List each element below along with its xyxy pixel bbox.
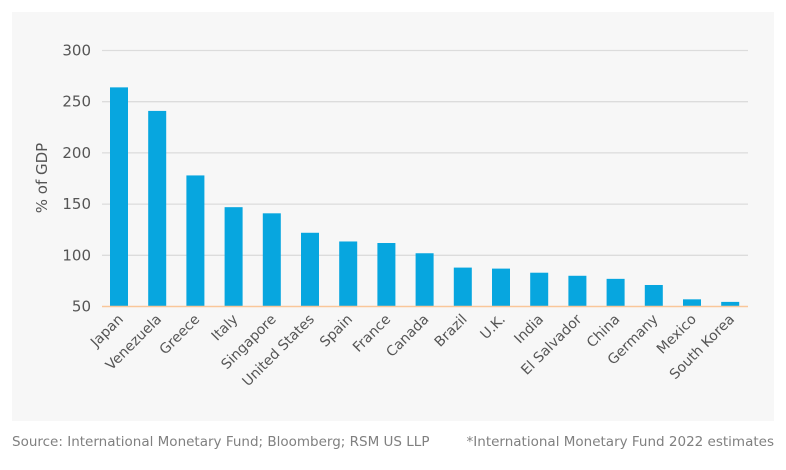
chart-panel — [12, 12, 774, 421]
bar — [415, 253, 434, 307]
y-tick-label: 300 — [62, 42, 91, 60]
bar — [186, 175, 205, 307]
bar — [721, 301, 740, 307]
bar — [110, 87, 128, 307]
bar — [377, 243, 396, 307]
estimates-note: *International Monetary Fund 2022 estima… — [467, 434, 774, 450]
bar — [301, 232, 319, 307]
bars — [110, 87, 740, 307]
bar — [644, 284, 663, 307]
bar — [530, 272, 549, 307]
bar — [492, 268, 510, 307]
y-tick-label: 150 — [62, 195, 91, 213]
y-axis-label: % of GDP — [33, 143, 51, 213]
bar — [262, 213, 281, 307]
y-tick-label: 100 — [62, 246, 91, 264]
y-tick-label: 250 — [62, 93, 91, 111]
y-tick-label: 50 — [72, 298, 91, 316]
bar — [224, 207, 243, 307]
y-tick-label: 200 — [62, 144, 91, 162]
y-axis-ticks: 300 250 200 150 100 50 — [62, 42, 91, 316]
source-note: Source: International Monetary Fund; Blo… — [12, 434, 429, 450]
bar — [683, 299, 701, 307]
bar — [453, 267, 472, 307]
bar — [339, 241, 358, 307]
bar — [606, 278, 625, 307]
bar — [148, 110, 167, 307]
gridlines — [102, 49, 748, 256]
bar — [568, 275, 587, 307]
